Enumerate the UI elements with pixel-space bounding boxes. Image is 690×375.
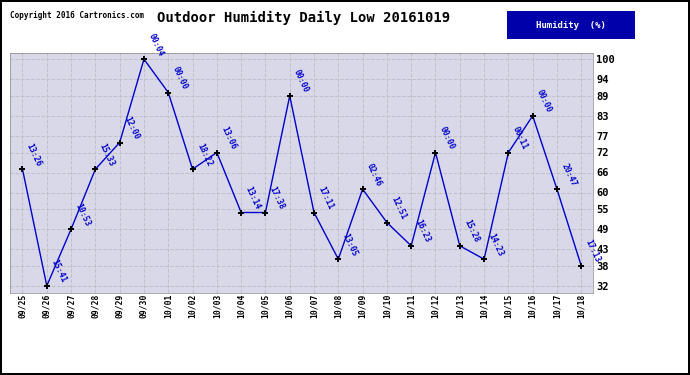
Text: 17:11: 17:11 [317, 185, 335, 211]
Text: Outdoor Humidity Daily Low 20161019: Outdoor Humidity Daily Low 20161019 [157, 11, 450, 26]
Text: 13:06: 13:06 [219, 125, 238, 151]
Text: 12:00: 12:00 [122, 115, 141, 141]
Text: 17:13: 17:13 [584, 238, 602, 264]
Text: 13:05: 13:05 [341, 232, 359, 258]
Text: 15:33: 15:33 [98, 142, 117, 168]
Text: 00:00: 00:00 [535, 88, 553, 114]
Text: 02:46: 02:46 [365, 162, 384, 188]
Text: 18:22: 18:22 [195, 142, 213, 168]
Text: 15:28: 15:28 [462, 218, 481, 244]
Text: 00:00: 00:00 [292, 68, 310, 94]
Text: 12:51: 12:51 [389, 195, 408, 221]
Text: 00:00: 00:00 [170, 65, 189, 91]
Text: 14:23: 14:23 [486, 232, 505, 258]
Text: 17:38: 17:38 [268, 185, 286, 211]
Text: 00:00: 00:00 [438, 125, 456, 151]
Text: Humidity  (%): Humidity (%) [536, 21, 606, 30]
Text: 13:26: 13:26 [25, 142, 43, 168]
Text: 16:23: 16:23 [413, 218, 432, 244]
Text: 13:14: 13:14 [244, 185, 262, 211]
Text: 10:53: 10:53 [74, 202, 92, 228]
Text: Copyright 2016 Cartronics.com: Copyright 2016 Cartronics.com [10, 11, 144, 20]
Text: 00:11: 00:11 [511, 125, 529, 151]
Text: 20:47: 20:47 [560, 162, 578, 188]
Text: 15:41: 15:41 [49, 258, 68, 284]
Text: 00:04: 00:04 [146, 32, 165, 57]
